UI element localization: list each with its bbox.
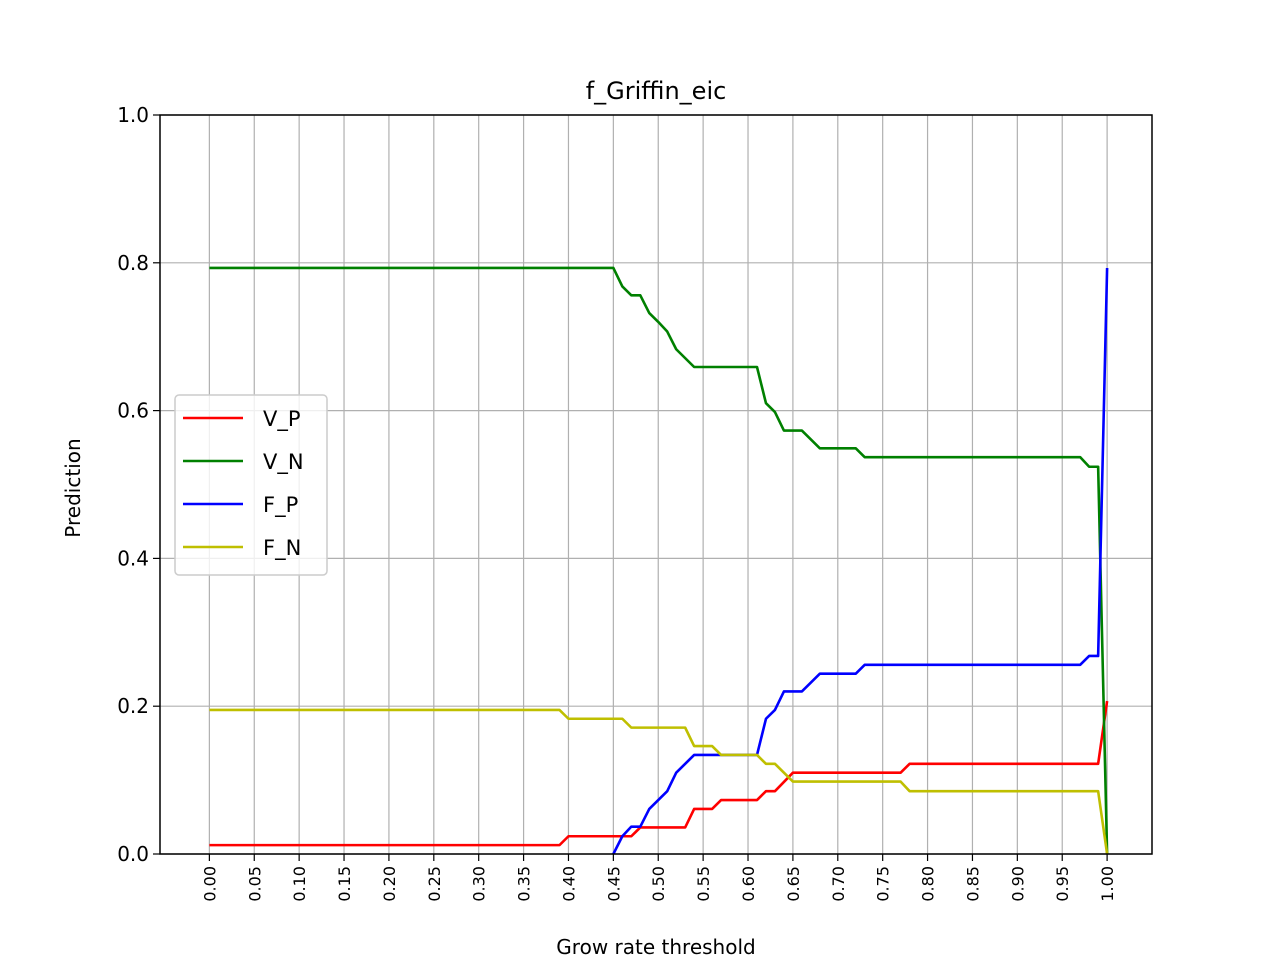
x-axis-label: Grow rate threshold <box>556 935 755 959</box>
x-tick-label: 0.70 <box>829 866 848 902</box>
y-tick-label: 0.6 <box>117 399 149 423</box>
x-tick-label: 0.65 <box>784 866 803 902</box>
y-tick-label: 0.2 <box>117 694 149 718</box>
x-tick-label: 0.80 <box>919 866 938 902</box>
x-tick-label: 0.00 <box>200 866 219 902</box>
x-tick-label: 0.30 <box>470 866 489 902</box>
x-tick-label: 0.85 <box>963 866 982 902</box>
plot-area-frame <box>159 114 1153 855</box>
x-tick-label: 0.50 <box>649 866 668 902</box>
series-layer <box>209 266 1109 855</box>
x-axis: 0.00 0.05 0.10 0.15 0.20 0.25 0.30 0.35 0.40 0.45… <box>200 854 1117 902</box>
series-line-f-p <box>612 267 1109 855</box>
legend-label: F_P <box>263 493 298 518</box>
x-tick-label: 0.10 <box>290 866 309 902</box>
series-line-f-n <box>209 708 1109 855</box>
y-axis: 0.0 0.2 0.4 0.6 0.8 1.0 <box>117 103 160 866</box>
x-tick-label: 0.95 <box>1053 866 1072 902</box>
x-tick-label: 0.55 <box>694 866 713 902</box>
y-tick-label: 0.4 <box>117 546 149 570</box>
x-tick-label: 0.15 <box>335 866 354 902</box>
legend-label: V_N <box>263 450 304 475</box>
x-tick-label: 0.60 <box>739 866 758 902</box>
x-tick-label: 0.90 <box>1008 866 1027 902</box>
x-tick-label: 0.20 <box>380 866 399 902</box>
y-tick-label: 0.8 <box>117 251 149 275</box>
series-line-v-n <box>209 266 1109 855</box>
x-tick-label: 0.45 <box>604 866 623 902</box>
x-tick-label: 0.25 <box>425 866 444 902</box>
x-tick-label: 1.00 <box>1098 866 1117 902</box>
x-tick-label: 0.35 <box>515 866 534 902</box>
x-tick-label: 0.40 <box>559 866 578 902</box>
x-tick-label: 0.75 <box>874 866 893 902</box>
chart-title: f_Griffin_eic <box>586 77 727 105</box>
x-tick-label: 0.05 <box>245 866 264 902</box>
y-tick-label: 1.0 <box>117 103 149 127</box>
legend-label: V_P <box>263 407 301 432</box>
y-axis-label: Prediction <box>61 438 85 537</box>
legend: V_P V_N F_P F_N <box>174 394 328 576</box>
legend-box <box>174 394 328 576</box>
y-tick-label: 0.0 <box>117 842 149 866</box>
legend-label: F_N <box>263 536 301 561</box>
